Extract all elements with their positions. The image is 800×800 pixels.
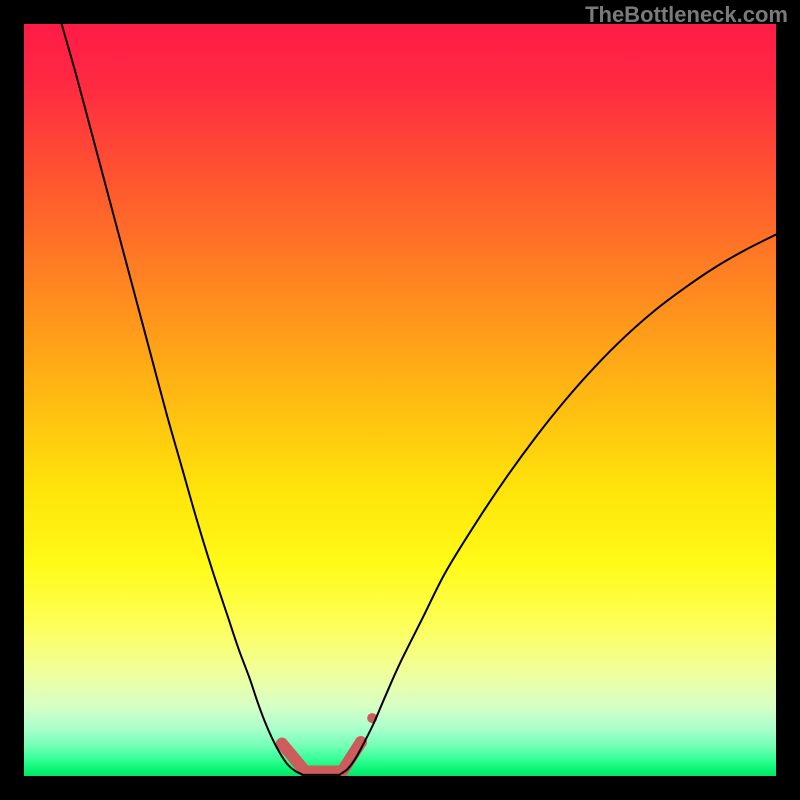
chart-stage: TheBottleneck.com xyxy=(0,0,800,800)
plot-area xyxy=(24,24,776,776)
bottleneck-curve-chart xyxy=(24,24,776,776)
